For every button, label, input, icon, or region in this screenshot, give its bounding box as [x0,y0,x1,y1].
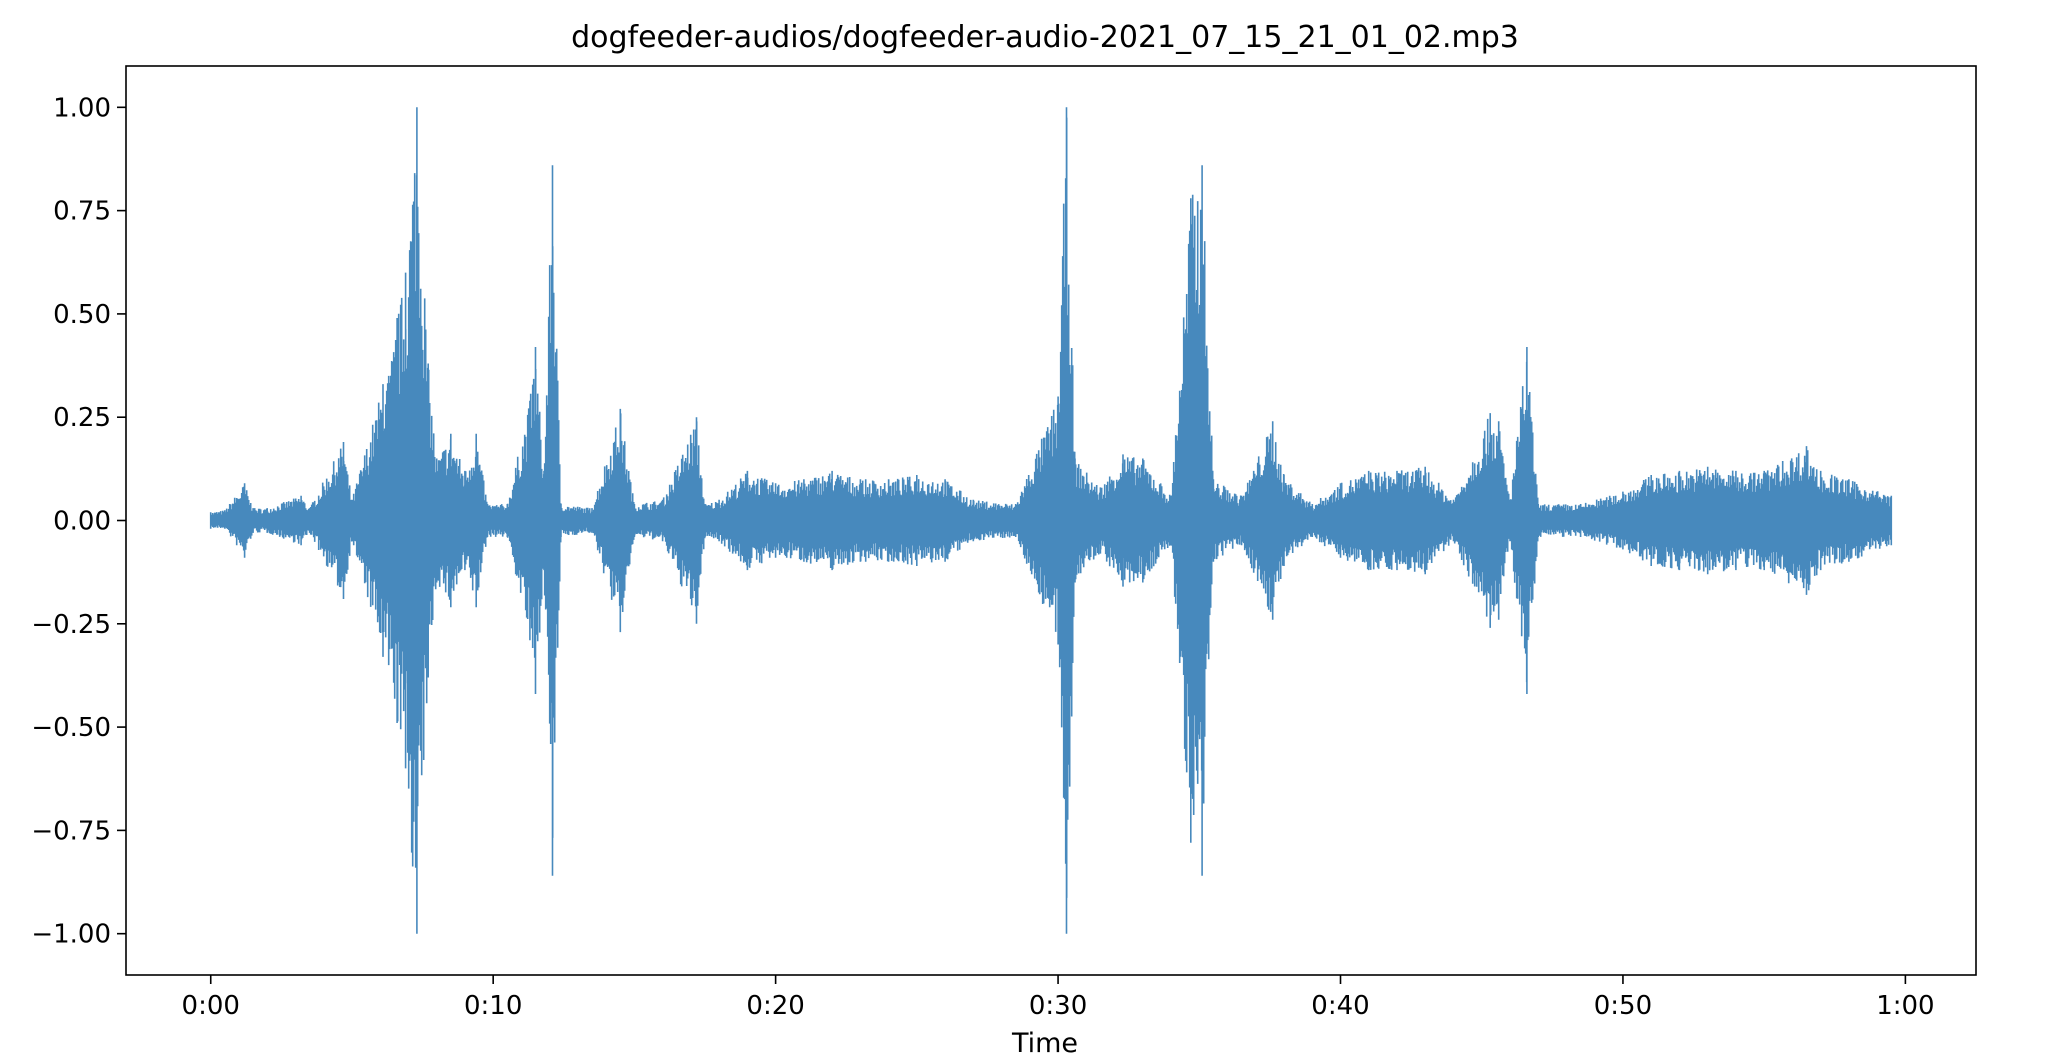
y-tick-label: 0.00 [53,507,111,537]
y-tick-label: 1.00 [53,93,111,123]
x-axis-label: Time [1011,1028,1078,1059]
x-tick-label: 0:40 [1311,991,1369,1021]
waveform-series [209,107,1893,934]
x-tick-label: 1:00 [1876,991,1934,1021]
y-tick-label: 0.75 [53,197,111,227]
y-tick-label: 0.50 [53,300,111,330]
x-tick-label: 0:30 [1029,991,1087,1021]
x-tick-label: 0:20 [746,991,804,1021]
y-tick-label: −1.00 [31,920,111,950]
y-tick-label: 0.25 [53,403,111,433]
y-tick-label: −0.50 [31,713,111,743]
plot-area [125,65,1977,976]
y-axis: 1.00 0.75 0.50 0.25 0.00 −0.25 −0.50 −0.75 −1.00 [31,93,126,950]
waveform-path [209,107,1893,934]
chart-title: dogfeeder-audios/dogfeeder-audio-2021_07… [571,20,1519,55]
x-tick-label: 0:00 [182,991,240,1021]
y-tick-label: −0.75 [31,816,111,846]
x-tick-label: 0:10 [464,991,522,1021]
x-tick-label: 0:50 [1594,991,1652,1021]
y-tick-label: −0.25 [31,610,111,640]
x-axis: 0:00 0:10 0:20 0:30 0:40 0:50 1:00 [182,975,1935,1021]
